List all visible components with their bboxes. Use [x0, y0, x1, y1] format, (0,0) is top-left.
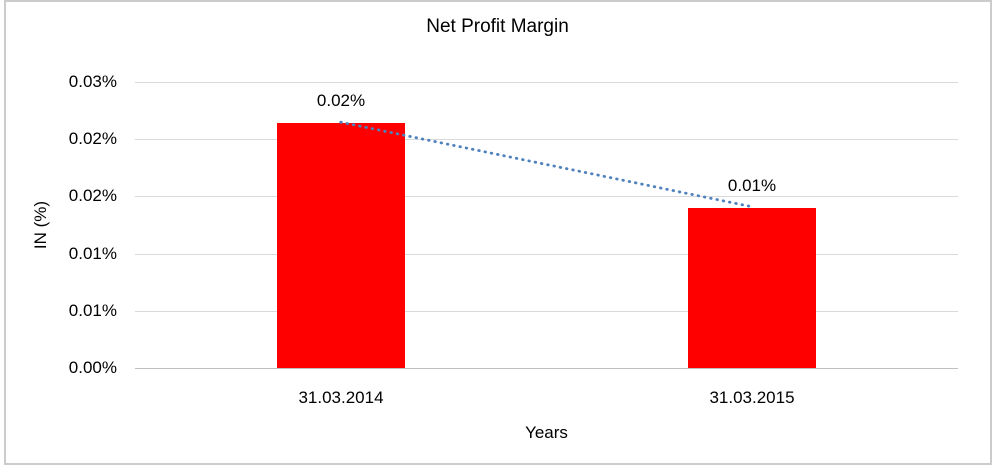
bar-31.03.2015: [688, 208, 816, 368]
y-axis-title: IN (%): [31, 200, 50, 250]
gridline: [135, 196, 958, 197]
bar-data-label: 0.02%: [316, 91, 366, 110]
y-tick-label: 0.02%: [68, 186, 117, 205]
y-tick-label: 0.03%: [68, 72, 117, 91]
y-tick-label: 0.01%: [68, 301, 117, 320]
gridline: [135, 311, 958, 312]
y-tick-label: 0.02%: [68, 129, 117, 148]
x-category-label: 31.03.2015: [709, 388, 795, 407]
x-category-label: 31.03.2014: [298, 388, 384, 407]
gridline: [135, 254, 958, 255]
x-axis-line: [135, 368, 958, 369]
chart-title: Net Profit Margin: [426, 16, 569, 37]
bar-data-label: 0.01%: [727, 176, 777, 195]
plot-area: [135, 82, 958, 369]
x-axis-title: Years: [525, 423, 568, 442]
y-tick-label: 0.00%: [68, 358, 117, 377]
gridline: [135, 82, 958, 83]
bar-31.03.2014: [277, 123, 405, 368]
y-tick-label: 0.01%: [68, 244, 117, 263]
gridline: [135, 139, 958, 140]
